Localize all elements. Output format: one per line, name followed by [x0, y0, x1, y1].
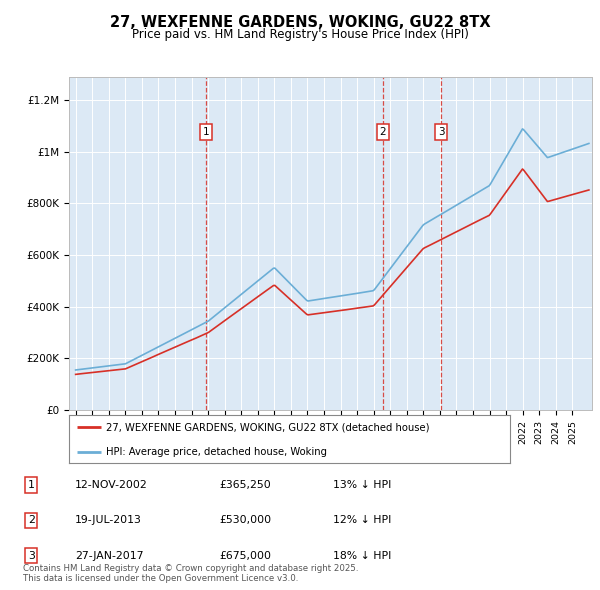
Text: 1: 1	[28, 480, 35, 490]
Text: 27-JAN-2017: 27-JAN-2017	[75, 551, 143, 560]
Text: 27, WEXFENNE GARDENS, WOKING, GU22 8TX: 27, WEXFENNE GARDENS, WOKING, GU22 8TX	[110, 15, 490, 30]
Text: 18% ↓ HPI: 18% ↓ HPI	[333, 551, 391, 560]
Text: 27, WEXFENNE GARDENS, WOKING, GU22 8TX (detached house): 27, WEXFENNE GARDENS, WOKING, GU22 8TX (…	[106, 422, 430, 432]
Text: 1: 1	[203, 127, 209, 137]
Text: 13% ↓ HPI: 13% ↓ HPI	[333, 480, 391, 490]
Text: 3: 3	[28, 551, 35, 560]
Text: Price paid vs. HM Land Registry's House Price Index (HPI): Price paid vs. HM Land Registry's House …	[131, 28, 469, 41]
Text: 12-NOV-2002: 12-NOV-2002	[75, 480, 148, 490]
Text: 2: 2	[28, 516, 35, 525]
Text: HPI: Average price, detached house, Woking: HPI: Average price, detached house, Woki…	[106, 447, 328, 457]
Text: 19-JUL-2013: 19-JUL-2013	[75, 516, 142, 525]
Text: £675,000: £675,000	[219, 551, 271, 560]
Text: £365,250: £365,250	[219, 480, 271, 490]
Text: 2: 2	[379, 127, 386, 137]
Text: Contains HM Land Registry data © Crown copyright and database right 2025.
This d: Contains HM Land Registry data © Crown c…	[23, 563, 358, 583]
Text: 12% ↓ HPI: 12% ↓ HPI	[333, 516, 391, 525]
Text: £530,000: £530,000	[219, 516, 271, 525]
Text: 3: 3	[438, 127, 445, 137]
